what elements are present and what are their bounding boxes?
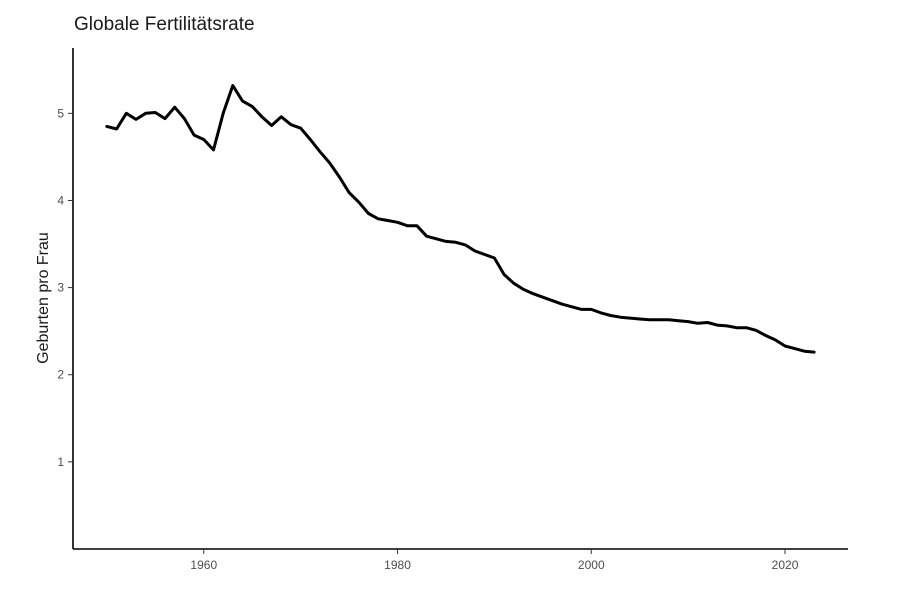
y-tick-label: 5 (57, 106, 64, 120)
y-tick-label: 3 (57, 281, 64, 295)
y-axis-title: Geburten pro Frau (35, 232, 52, 364)
x-tick-label: 2020 (772, 558, 799, 572)
y-tick-label: 2 (57, 368, 64, 382)
x-tick-label: 2000 (578, 558, 605, 572)
series-line (105, 84, 816, 354)
chart-title: Globale Fertilitätsrate (74, 14, 255, 35)
axes (72, 48, 848, 550)
series (105, 84, 816, 354)
x-tick-label: 1980 (384, 558, 411, 572)
ticks: 1 2 3 4 5 1960 1980 2000 2020 (57, 106, 798, 572)
y-tick-label: 4 (57, 193, 64, 207)
y-tick-label: 1 (57, 455, 64, 469)
x-tick-label: 1960 (190, 558, 217, 572)
